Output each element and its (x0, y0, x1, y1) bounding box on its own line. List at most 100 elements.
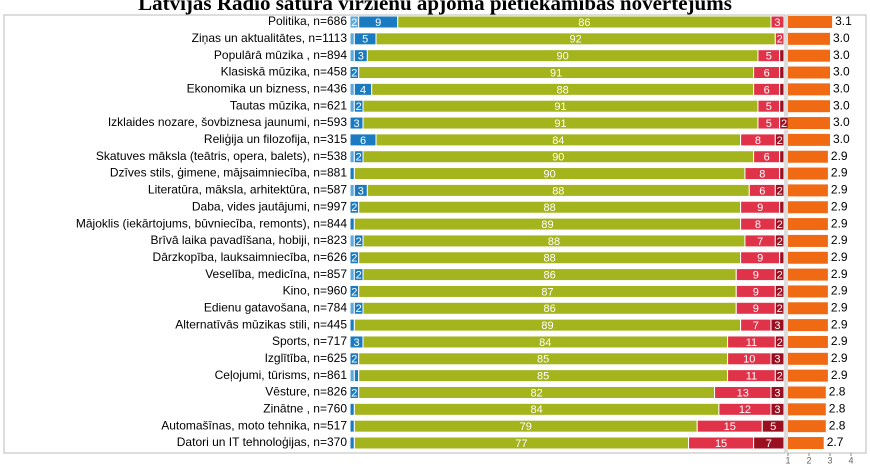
left-panel (3, 14, 786, 454)
value-label: 3.0 (833, 48, 850, 62)
category-label: Ekonomika un bizness, n=436 (187, 82, 348, 96)
segment-label: 79 (520, 421, 532, 433)
segment-label: 84 (552, 135, 564, 147)
bar (788, 32, 830, 45)
bar-segment (349, 217, 355, 231)
segment-label: 2 (777, 185, 783, 197)
bar-segment (349, 369, 355, 383)
segment-label: 7 (766, 438, 772, 450)
bar-segment (774, 234, 785, 248)
value-label: 2.9 (831, 250, 848, 264)
category-label: Ziņas un aktualitātes, n=1113 (192, 31, 348, 45)
bar-segment (779, 251, 785, 265)
value-label: 3.0 (833, 65, 850, 79)
segment-label: 77 (515, 438, 527, 450)
segment-label: 2 (351, 17, 357, 29)
segment-label: 85 (537, 354, 549, 366)
category-label: Datori un IT tehnoloģijas, n=370 (177, 435, 348, 449)
segment-label: 91 (554, 118, 566, 130)
segment-label: 2 (351, 67, 357, 79)
bar-segment (349, 301, 355, 315)
segment-label: 2 (777, 303, 783, 315)
bar-segment (753, 436, 785, 450)
segment-label: 15 (724, 421, 736, 433)
bar-segment (349, 82, 355, 96)
bar-segment (349, 183, 355, 197)
category-label: Reliģija un filozofija, n=315 (204, 132, 347, 146)
category-label: Daba, vides jautājumi, n=997 (192, 199, 347, 213)
segment-label: 91 (550, 67, 562, 79)
bar-segment (779, 167, 785, 181)
category-label: Tautas mūzika, n=621 (230, 98, 347, 112)
category-label: Skatuves māksla (teātris, opera, balets)… (96, 149, 347, 163)
segment-label: 2 (781, 118, 787, 130)
segment-label: 90 (557, 51, 569, 63)
value-label: 2.9 (831, 233, 848, 247)
category-label: Izglītība, n=625 (265, 351, 348, 365)
segment-label: 9 (757, 253, 763, 265)
segment-label: 10 (743, 354, 755, 366)
bar-segment (779, 49, 785, 63)
category-label: Literatūra, māksla, arhitektūra, n=587 (148, 183, 347, 197)
bar (788, 167, 828, 180)
segment-label: 7 (753, 320, 759, 332)
segment-label: 90 (544, 168, 556, 180)
category-label: Brīvā laika pavadīšana, hobiji, n=823 (151, 233, 348, 247)
segment-label: 6 (759, 185, 765, 197)
segment-label: 2 (351, 354, 357, 366)
segment-label: 2 (777, 135, 783, 147)
bar (788, 66, 830, 79)
category-label: Dzīves stils, ģimene, mājsaimniecība, n=… (110, 166, 347, 180)
bar (788, 234, 828, 247)
bar-segment (770, 402, 785, 416)
segment-label: 13 (737, 387, 749, 399)
bar-segment (349, 32, 355, 46)
bar-segment (349, 436, 355, 450)
segment-label: 88 (548, 236, 560, 248)
bar-segment (774, 32, 785, 46)
value-label: 3.0 (833, 98, 850, 112)
segment-label: 3 (353, 118, 359, 130)
segment-label: 6 (764, 67, 770, 79)
bar-segment (779, 150, 785, 164)
bar-segment (349, 234, 355, 248)
bar (788, 133, 830, 146)
segment-label: 3 (774, 404, 780, 416)
category-label: Vēsture, n=826 (265, 385, 347, 399)
bar (788, 403, 826, 416)
category-label: Alternatīvās mūzikas stili, n=445 (175, 317, 347, 331)
bar-segment (774, 268, 785, 282)
segment-label: 8 (755, 219, 761, 231)
segment-label: 84 (539, 337, 551, 349)
bar (788, 184, 828, 197)
segment-label: 2 (356, 152, 362, 164)
category-label: Kino, n=960 (283, 284, 348, 298)
segment-label: 2 (777, 270, 783, 282)
value-label: 3.0 (833, 115, 850, 129)
bar (788, 150, 828, 163)
value-label: 2.9 (831, 199, 848, 213)
segment-label: 3 (358, 185, 364, 197)
x-tick-label: 1 (785, 455, 790, 465)
bar-segment (349, 268, 355, 282)
category-label: Dārzkopība, lauksaimniecība, n=626 (153, 250, 348, 264)
bar-segment (770, 352, 785, 366)
segment-label: 2 (777, 34, 783, 46)
segment-label: 2 (777, 337, 783, 349)
bar-segment (761, 419, 785, 433)
segment-label: 88 (552, 185, 564, 197)
chart-title: Latvijas Radio satura virzienu apjoma pi… (138, 0, 732, 15)
value-label: 2.9 (831, 284, 848, 298)
segment-label: 6 (360, 135, 366, 147)
bar (788, 83, 830, 96)
segment-label: 89 (541, 219, 553, 231)
category-label: Klasiskā mūzika, n=458 (221, 65, 348, 79)
segment-label: 86 (544, 303, 556, 315)
segment-label: 89 (541, 320, 553, 332)
segment-label: 88 (544, 253, 556, 265)
bar-segment (774, 369, 785, 383)
value-label: 2.8 (829, 401, 846, 415)
bar (788, 302, 828, 315)
segment-label: 5 (770, 421, 776, 433)
